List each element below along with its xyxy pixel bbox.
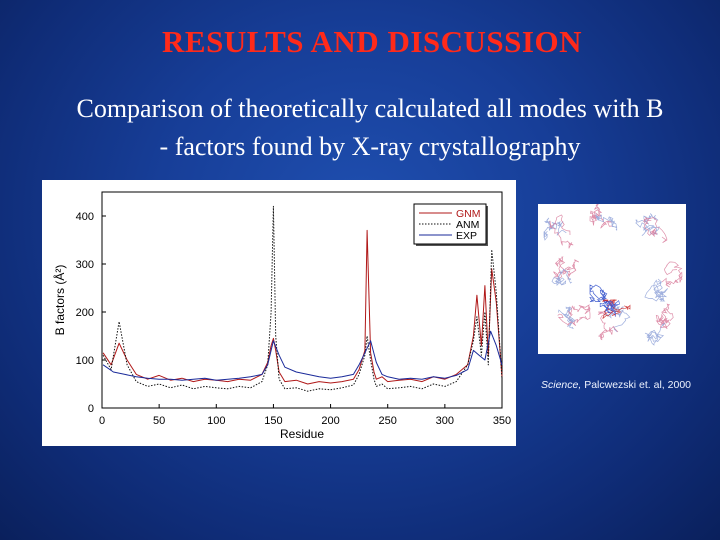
structure-chain bbox=[635, 213, 660, 236]
protein-structure-graphic bbox=[543, 203, 683, 346]
y-tick-label: 400 bbox=[76, 211, 94, 223]
structure-chain bbox=[643, 216, 668, 243]
legend-label-exp: EXP bbox=[456, 230, 477, 242]
citation-journal: Science, bbox=[541, 379, 582, 391]
slide-title: RESULTS AND DISCUSSION bbox=[162, 24, 582, 59]
x-tick-label: 150 bbox=[264, 415, 282, 427]
subtitle-line-2: - factors found by X-ray crystallography bbox=[159, 132, 581, 161]
structure-chain bbox=[549, 214, 574, 249]
subtitle-line-1: Comparison of theoretically calculated a… bbox=[76, 94, 664, 123]
structure-chain bbox=[655, 303, 674, 329]
x-tick-label: 0 bbox=[99, 415, 105, 427]
x-tick-label: 300 bbox=[436, 415, 454, 427]
y-tick-label: 100 bbox=[76, 355, 94, 367]
structure-chain bbox=[661, 261, 683, 288]
legend-label-gnm: GNM bbox=[456, 208, 481, 220]
series-layer bbox=[102, 205, 503, 392]
x-tick-label: 350 bbox=[493, 415, 511, 427]
y-tick-label: 200 bbox=[76, 307, 94, 319]
y-tick-label: 0 bbox=[88, 403, 94, 415]
structure-chain bbox=[597, 311, 619, 341]
series-line-anm bbox=[102, 205, 503, 392]
citation-details: Palcwezski et. al, 2000 bbox=[581, 379, 692, 391]
citation: Science, Palcwezski et. al, 2000 bbox=[541, 379, 691, 391]
structure-chain bbox=[644, 322, 666, 346]
structure-chain bbox=[604, 306, 631, 333]
structure-chain bbox=[557, 306, 576, 330]
structure-chain bbox=[603, 299, 621, 317]
b-factor-chart: 0 50 100 150 200 250 300 350 0 100 200 300 400 Residu… bbox=[52, 191, 511, 441]
slide-subtitle: Comparison of theoretically calculated a… bbox=[30, 90, 710, 166]
series-line-gnm bbox=[102, 229, 503, 385]
b-factor-chart-panel: 0 50 100 150 200 250 300 350 0 100 200 300 400 Residu… bbox=[42, 180, 516, 446]
x-tick-label: 100 bbox=[207, 415, 225, 427]
axis-layer: 0 50 100 150 200 250 300 350 0 100 200 300 400 Residu… bbox=[52, 211, 511, 441]
structure-chain bbox=[589, 203, 613, 229]
x-tick-label: 250 bbox=[379, 415, 397, 427]
structure-chain bbox=[595, 213, 618, 231]
y-axis-label: B factors (Å²) bbox=[52, 265, 67, 336]
series-line-exp bbox=[102, 330, 503, 381]
legend-label-anm: ANM bbox=[456, 219, 479, 231]
structure-chain bbox=[543, 217, 567, 241]
structure-chain bbox=[553, 256, 580, 280]
x-axis-label: Residue bbox=[280, 427, 324, 441]
x-tick-label: 200 bbox=[321, 415, 339, 427]
y-tick-label: 300 bbox=[76, 259, 94, 271]
protein-structure-image bbox=[538, 203, 686, 354]
structure-chain bbox=[551, 268, 573, 287]
structure-chain bbox=[644, 278, 668, 302]
x-tick-label: 50 bbox=[153, 415, 165, 427]
structure-chain bbox=[557, 304, 591, 326]
